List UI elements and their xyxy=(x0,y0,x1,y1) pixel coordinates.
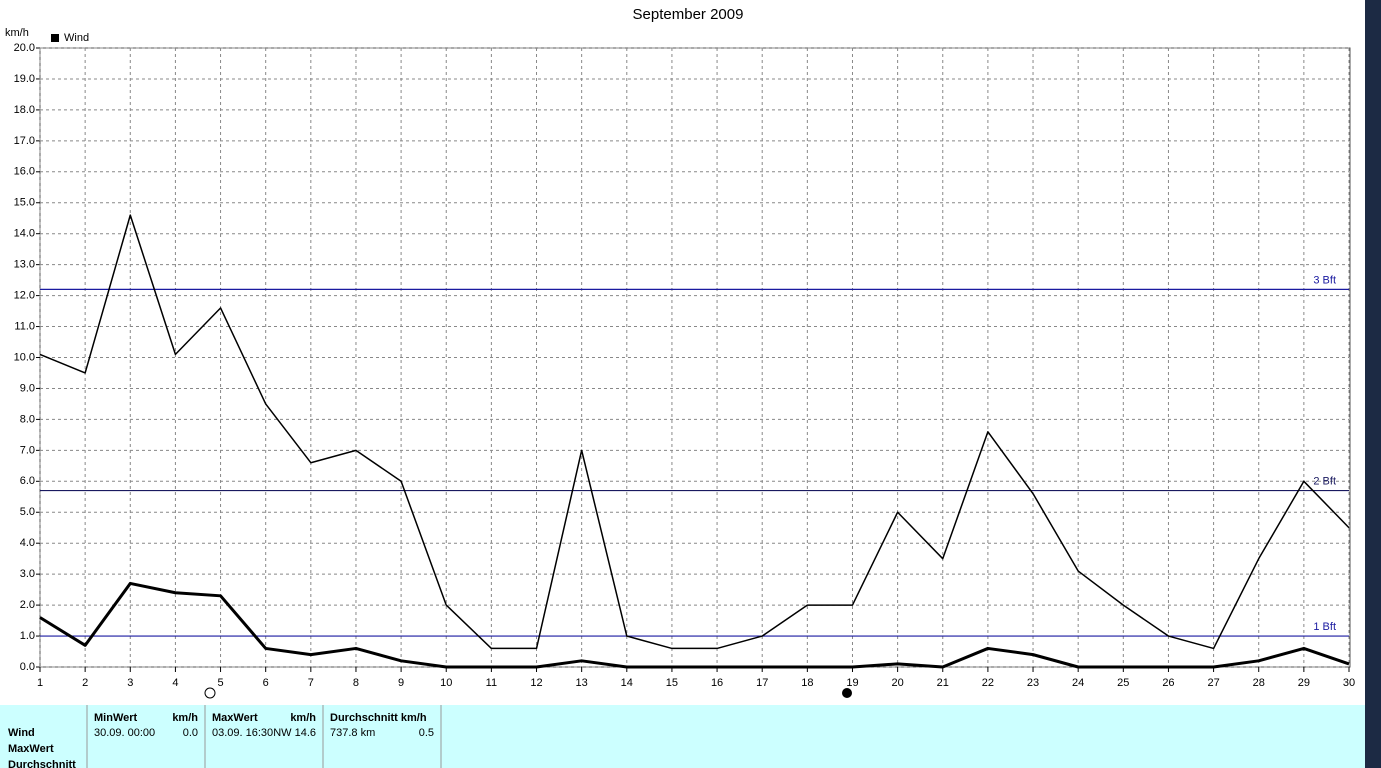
y-tick-label: 18.0 xyxy=(14,104,35,116)
x-tick-label: 8 xyxy=(353,677,359,689)
x-tick-label: 17 xyxy=(756,677,768,689)
y-tick-label: 9.0 xyxy=(20,382,35,394)
y-tick-label: 3.0 xyxy=(20,568,35,580)
y-tick-label: 0.0 xyxy=(20,661,35,673)
x-tick-label: 13 xyxy=(576,677,588,689)
y-tick-label: 14.0 xyxy=(14,228,35,240)
y-tick-label: 4.0 xyxy=(20,537,35,549)
x-tick-label: 26 xyxy=(1162,677,1174,689)
x-tick-label: 16 xyxy=(711,677,723,689)
x-tick-label: 24 xyxy=(1072,677,1084,689)
chart-title: September 2009 xyxy=(633,6,744,23)
column-header: MaxWert xyxy=(212,712,258,724)
reference-label: 3 Bft xyxy=(1313,274,1336,286)
y-tick-label: 1.0 xyxy=(20,630,35,642)
x-tick-label: 4 xyxy=(172,677,178,689)
x-tick-label: 5 xyxy=(217,677,223,689)
x-tick-label: 2 xyxy=(82,677,88,689)
x-tick-label: 23 xyxy=(1027,677,1039,689)
y-tick-label: 5.0 xyxy=(20,506,35,518)
x-tick-label: 1 xyxy=(37,677,43,689)
moon-new xyxy=(842,688,852,698)
x-tick-label: 28 xyxy=(1253,677,1265,689)
y-tick-label: 16.0 xyxy=(14,166,35,178)
y-tick-label: 7.0 xyxy=(20,444,35,456)
column-header: Durchschnitt km/h xyxy=(330,712,427,724)
series-line xyxy=(39,581,1350,669)
y-tick-label: 11.0 xyxy=(14,320,35,332)
x-tick-label: 9 xyxy=(398,677,404,689)
window-edge xyxy=(1365,0,1381,768)
table-cell: NW 14.6 xyxy=(273,727,316,739)
x-tick-label: 27 xyxy=(1207,677,1219,689)
x-tick-label: 29 xyxy=(1298,677,1310,689)
reference-label: 2 Bft xyxy=(1313,475,1336,487)
x-tick-label: 15 xyxy=(666,677,678,689)
y-tick-label: 15.0 xyxy=(14,197,35,209)
x-tick-label: 19 xyxy=(846,677,858,689)
y-tick-label: 13.0 xyxy=(14,259,35,271)
y-tick-label: 12.0 xyxy=(14,290,35,302)
stats-table: Wind MaxWert Durchschnitt MinWert km/h M… xyxy=(0,705,1365,768)
column-unit: km/h xyxy=(172,712,198,724)
x-tick-label: 10 xyxy=(440,677,452,689)
y-tick-label: 8.0 xyxy=(20,413,35,425)
table-cell: 737.8 km xyxy=(330,727,375,739)
x-tick-label: 7 xyxy=(308,677,314,689)
x-tick-label: 25 xyxy=(1117,677,1129,689)
x-tick-label: 20 xyxy=(891,677,903,689)
column-unit: km/h xyxy=(290,712,316,724)
y-tick-label: 19.0 xyxy=(14,73,35,85)
y-tick-label: 6.0 xyxy=(20,475,35,487)
x-tick-label: 12 xyxy=(530,677,542,689)
x-tick-label: 30 xyxy=(1343,677,1355,689)
legend-label: Wind xyxy=(64,32,89,44)
moon-full xyxy=(204,687,216,699)
legend-swatch xyxy=(51,34,59,42)
x-tick-label: 6 xyxy=(263,677,269,689)
y-tick-label: 2.0 xyxy=(20,599,35,611)
x-tick-label: 11 xyxy=(486,677,497,689)
table-cell: 0.0 xyxy=(183,727,198,739)
x-tick-label: 22 xyxy=(982,677,994,689)
y-axis-label: km/h xyxy=(5,27,29,39)
y-tick-label: 20.0 xyxy=(14,42,35,54)
x-tick-label: 21 xyxy=(937,677,949,689)
row-label: Durchschnitt xyxy=(8,759,76,768)
x-tick-label: 18 xyxy=(801,677,813,689)
table-cell: 03.09. 16:30 xyxy=(212,727,273,739)
x-tick-label: 3 xyxy=(127,677,133,689)
series-line xyxy=(39,214,1350,650)
y-tick-label: 17.0 xyxy=(14,135,35,147)
table-cell: 30.09. 00:00 xyxy=(94,727,155,739)
y-tick-label: 10.0 xyxy=(14,351,35,363)
row-label: MaxWert xyxy=(8,743,54,755)
x-tick-label: 14 xyxy=(621,677,633,689)
table-background xyxy=(0,705,1365,768)
reference-label: 1 Bft xyxy=(1313,621,1336,633)
column-header: MinWert xyxy=(94,712,138,724)
row-label: Wind xyxy=(8,727,35,739)
plot-area: 0.01.02.03.04.05.06.07.08.09.010.011.012… xyxy=(14,42,1356,689)
table-cell: 0.5 xyxy=(419,727,434,739)
